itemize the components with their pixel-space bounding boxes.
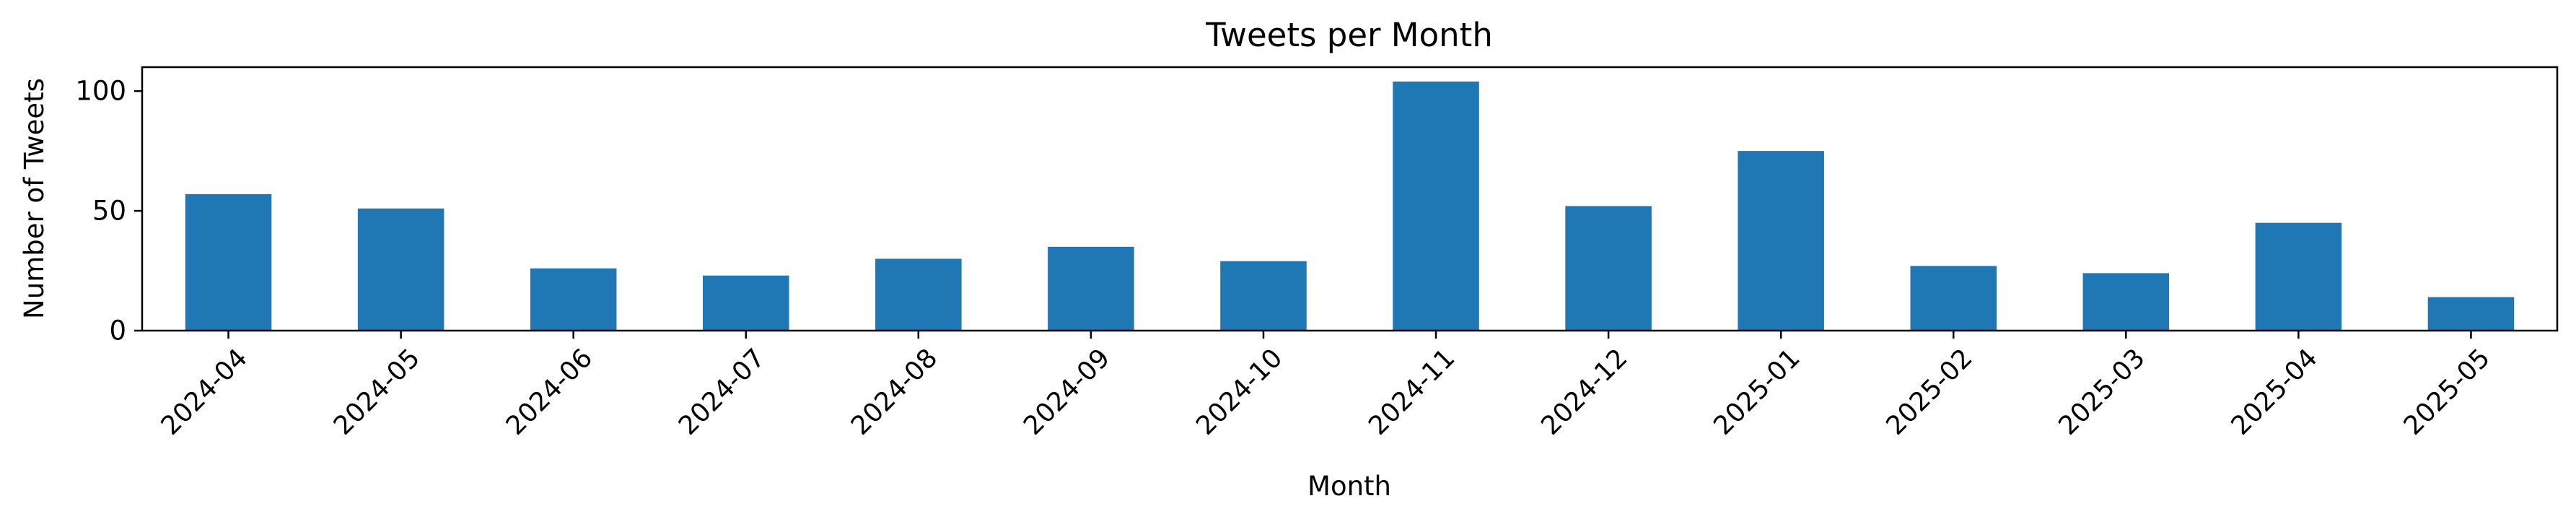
bar-2024-08: [875, 258, 962, 331]
chart-title: Tweets per Month: [1205, 16, 1493, 54]
y-tick-label: 0: [109, 315, 126, 347]
bar-2025-03: [2082, 273, 2170, 331]
bar-2024-12: [1565, 206, 1652, 331]
bar-2025-01: [1738, 151, 1824, 331]
y-axis-label: Number of Tweets: [19, 78, 50, 319]
plot-frame: [141, 66, 2559, 332]
y-axis: 0 50 100: [75, 76, 142, 347]
bar-2025-05: [2427, 297, 2515, 331]
bar-2024-09: [1048, 246, 1134, 331]
bar-2024-05: [357, 208, 444, 331]
bar-2024-07: [702, 275, 789, 331]
bar-2024-04: [185, 193, 272, 331]
bar-2025-04: [2255, 222, 2342, 331]
y-tick-label: 100: [75, 76, 126, 107]
y-tick-label: 50: [92, 196, 126, 227]
bar-2024-06: [530, 268, 617, 331]
bar-2024-11: [1393, 81, 1479, 331]
bar-2024-10: [1220, 261, 1307, 331]
x-axis-label: Month: [1307, 471, 1391, 502]
bar-2025-02: [1910, 266, 1997, 331]
bars-layer: [185, 81, 2515, 331]
